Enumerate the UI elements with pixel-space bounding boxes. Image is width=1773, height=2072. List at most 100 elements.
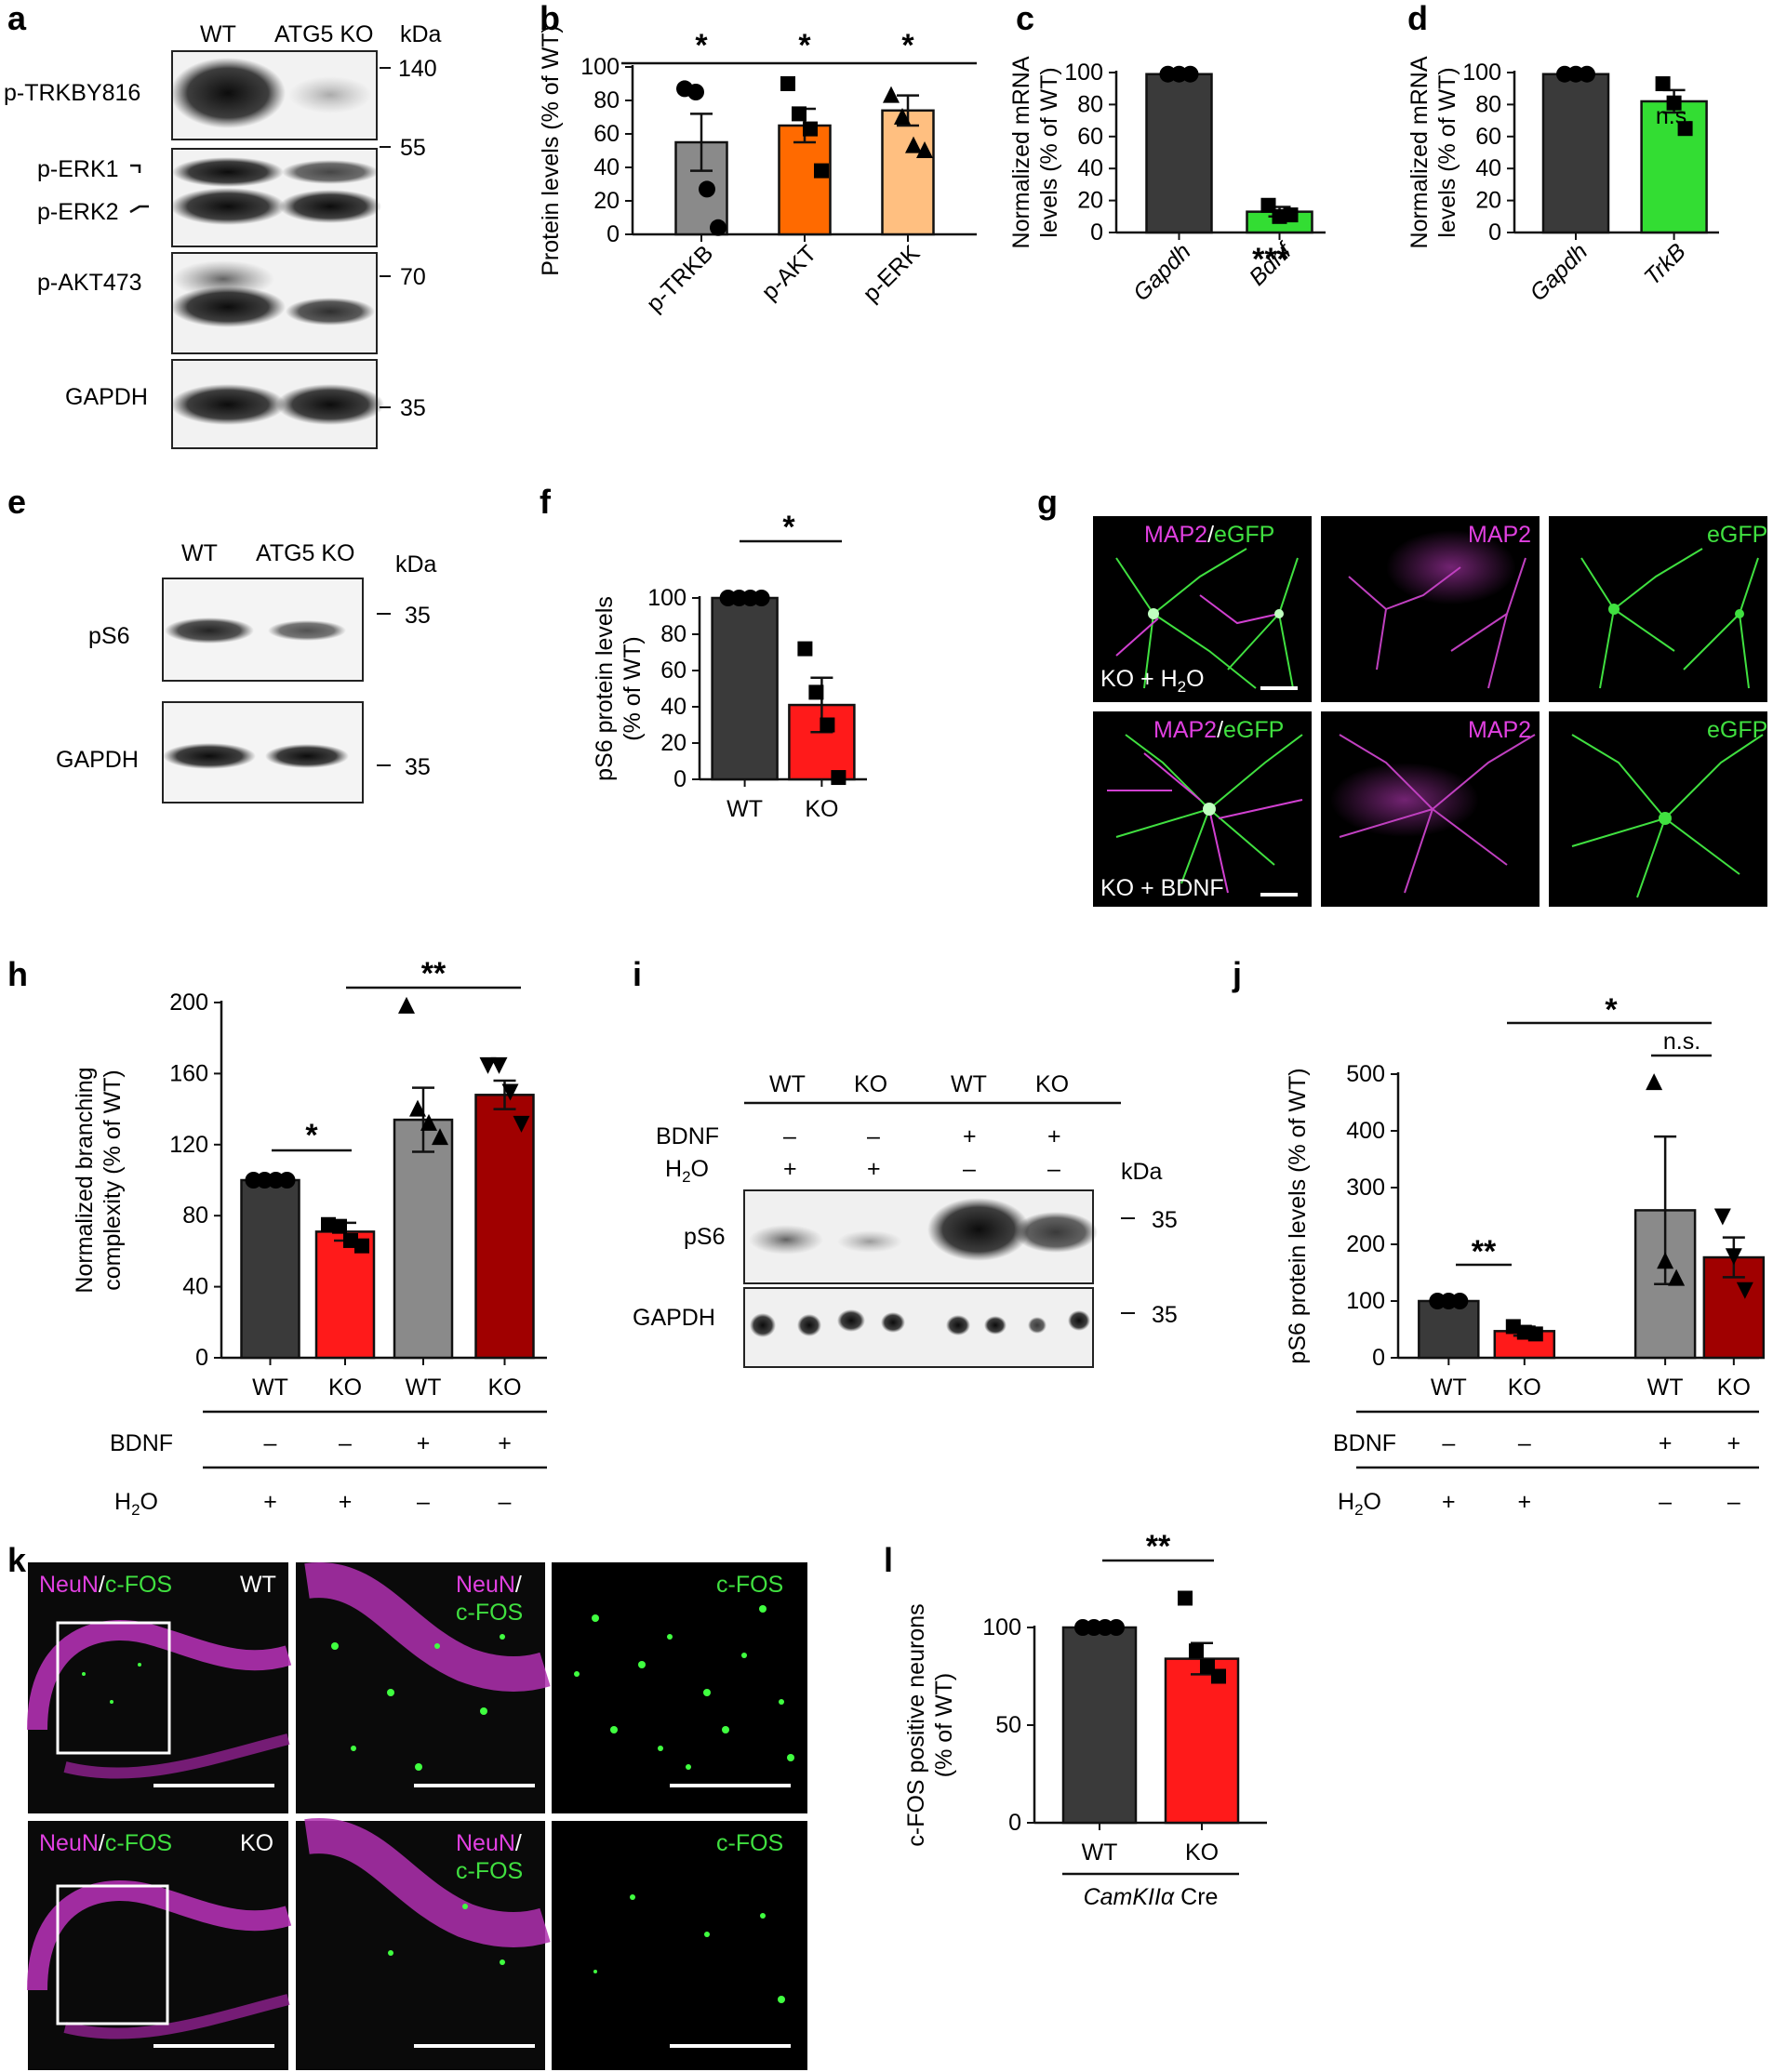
- chart-h-ytick-label-5: 200: [169, 990, 208, 1016]
- blot-i-bdnf-label: BDNF: [656, 1123, 719, 1149]
- chart-h-ytick-label-2: 80: [182, 1202, 208, 1229]
- blot-e-unit: kDa: [395, 551, 437, 578]
- chart-j-ytick-label-4: 400: [1346, 1118, 1385, 1144]
- g-neurites-r2c3: [1571, 734, 1764, 898]
- panel-label-k: k: [7, 1541, 27, 1579]
- chart-b-xtick-label-1: p-AKT: [756, 240, 821, 305]
- chart-d-ytick-label-3: 60: [1475, 124, 1501, 150]
- chart-b-point-0-2: [699, 180, 715, 198]
- chart-c-point-1-2: [1283, 207, 1299, 223]
- chart-b-ylabel: Protein levels (% of WT): [538, 25, 564, 276]
- chart-b-ytick-label-2: 40: [593, 154, 620, 180]
- chart-l-point-0-3: [1108, 1619, 1125, 1636]
- chart-h-point-2-2: [420, 1113, 437, 1131]
- chart-h-ylabel: Normalized branchingcomplexity (% of WT): [72, 1067, 126, 1293]
- g-r1c3-label: eGFP: [1707, 522, 1767, 548]
- blot-a-lane-1: WT: [200, 21, 236, 47]
- chart-c-ytick-label-5: 100: [1064, 60, 1103, 86]
- chart-d-bar-0: [1541, 73, 1610, 234]
- blot-e-row-2: GAPDH: [56, 747, 139, 773]
- blot-i-row-2: GAPDH: [633, 1305, 715, 1331]
- chart-j-annotation-1: n.s.: [1663, 1029, 1700, 1055]
- chart-c-point-0-2: [1181, 65, 1199, 83]
- chart-c-ylabel: Normalized mRNAlevels (% of WT): [1008, 56, 1062, 248]
- g-neurites-r1c1: [1115, 548, 1299, 689]
- chart-b-ytick-label-4: 80: [593, 87, 620, 113]
- chart-l-point-1-3: [1211, 1668, 1226, 1684]
- chart-c-bar-0: [1145, 73, 1213, 234]
- chart-h-bar-0: [240, 1178, 300, 1360]
- chart-h-point-1-1: [332, 1218, 347, 1234]
- panel-label-e: e: [7, 483, 26, 521]
- chart-l-point-1-1: [1189, 1643, 1204, 1659]
- panel-label-i: i: [633, 955, 642, 993]
- chart-b-annotation-0: *: [695, 28, 708, 63]
- panel-label-j: j: [1232, 955, 1242, 993]
- blot-i-bdnf-1: –: [783, 1123, 796, 1149]
- k-r2c1-label: NeuN/c-FOS: [39, 1830, 172, 1856]
- k-r1c1-label: NeuN/c-FOS: [39, 1572, 172, 1598]
- chart-j-annotation-0: *: [1605, 992, 1618, 1028]
- chart-c-ytick-label-0: 0: [1090, 219, 1103, 246]
- chart-b-ytick-label-3: 60: [593, 121, 620, 147]
- chart-b-point-0-1: [687, 84, 704, 100]
- chart-b-annotation-1: *: [798, 28, 811, 63]
- chart-b-point-2-2: [905, 136, 922, 153]
- blot-i-marker-1: 35: [1152, 1207, 1178, 1233]
- k-r1c3-label: c-FOS: [716, 1572, 783, 1598]
- chart-h-bdnf-1: –: [339, 1430, 352, 1456]
- blot-a-row-1: p-TRKBY816: [4, 80, 140, 106]
- chart-j-ytick-label-5: 500: [1346, 1061, 1385, 1087]
- k-cfos-dots: [82, 1605, 794, 2003]
- chart-c-xtick-label-0: Gapdh: [1128, 238, 1196, 306]
- blot-i-h2o-3: –: [963, 1156, 976, 1182]
- chart-d-annotation-0: n.s.: [1656, 103, 1693, 129]
- chart-f-point-1-1: [808, 684, 824, 700]
- panel-label-h: h: [7, 955, 28, 993]
- chart-f-bar-0: [711, 596, 779, 781]
- chart-h-point-2-3: [432, 1128, 448, 1146]
- chart-l-xlabel: CamKIIα Cre: [1084, 1884, 1219, 1910]
- chart-h: 0 40 80 120 160 200 Normalized branchingcomple…: [72, 956, 547, 1519]
- chart-j-bdnf-2: +: [1659, 1430, 1673, 1456]
- chart-l-xtick-label-0: WT: [1082, 1840, 1118, 1866]
- blot-a-marker-55: 55: [400, 135, 426, 161]
- blot-e-lane-1: WT: [181, 540, 218, 566]
- chart-f-ytick-label-5: 100: [647, 585, 687, 611]
- chart-c-ytick-label-2: 40: [1077, 155, 1103, 181]
- chart-j-point-2-0: [1646, 1073, 1663, 1091]
- chart-j-bar-0: [1418, 1299, 1480, 1360]
- chart-b-point-0-3: [710, 219, 727, 236]
- chart-j-bdnf-3: +: [1727, 1430, 1741, 1456]
- chart-j-point-3-1: [1725, 1248, 1742, 1266]
- chart-h-point-3-2: [501, 1083, 519, 1101]
- chart-h-bdnf-label: BDNF: [110, 1430, 173, 1456]
- chart-f-point-0-3: [753, 590, 770, 606]
- k-r1c2-label: NeuN/c-FOS: [456, 1572, 523, 1626]
- chart-h-ytick-label-4: 160: [169, 1060, 208, 1086]
- g-neurites-r2c1: [1107, 734, 1303, 894]
- chart-h-point-3-3: [513, 1115, 530, 1133]
- chart-j-errorbar-3: [1722, 1236, 1745, 1279]
- blot-a-marker-140: 140: [398, 56, 437, 82]
- chart-f-annotation-0: *: [782, 510, 795, 545]
- chart-d-ytick-label-1: 20: [1475, 188, 1501, 214]
- blot-a-row-2: p-ERK1: [37, 156, 119, 182]
- chart-h-point-3-0: [479, 1056, 497, 1074]
- chart-f-ytick-label-3: 60: [660, 657, 687, 684]
- chart-h-h2o-label: H2O: [114, 1489, 158, 1519]
- chart-f-ytick-label-1: 20: [660, 730, 687, 756]
- chart-j-annotation-2: **: [1472, 1234, 1497, 1269]
- chart-j-h2o-1: +: [1517, 1489, 1531, 1515]
- chart-b-point-1-1: [792, 106, 807, 122]
- chart-j-h2o-2: –: [1659, 1489, 1672, 1515]
- chart-h-annotation-1: **: [421, 956, 447, 991]
- panel-label-l: l: [884, 1541, 893, 1579]
- chart-l-ytick-label-2: 100: [982, 1614, 1021, 1640]
- chart-b-errorbar-0: [690, 113, 713, 172]
- blot-i-bdnf-4: +: [1047, 1123, 1061, 1149]
- blot-i-h2o-label: H2O: [665, 1156, 709, 1186]
- blot-i-lane-4: KO: [1035, 1071, 1069, 1097]
- chart-h-bdnf-0: –: [264, 1430, 277, 1456]
